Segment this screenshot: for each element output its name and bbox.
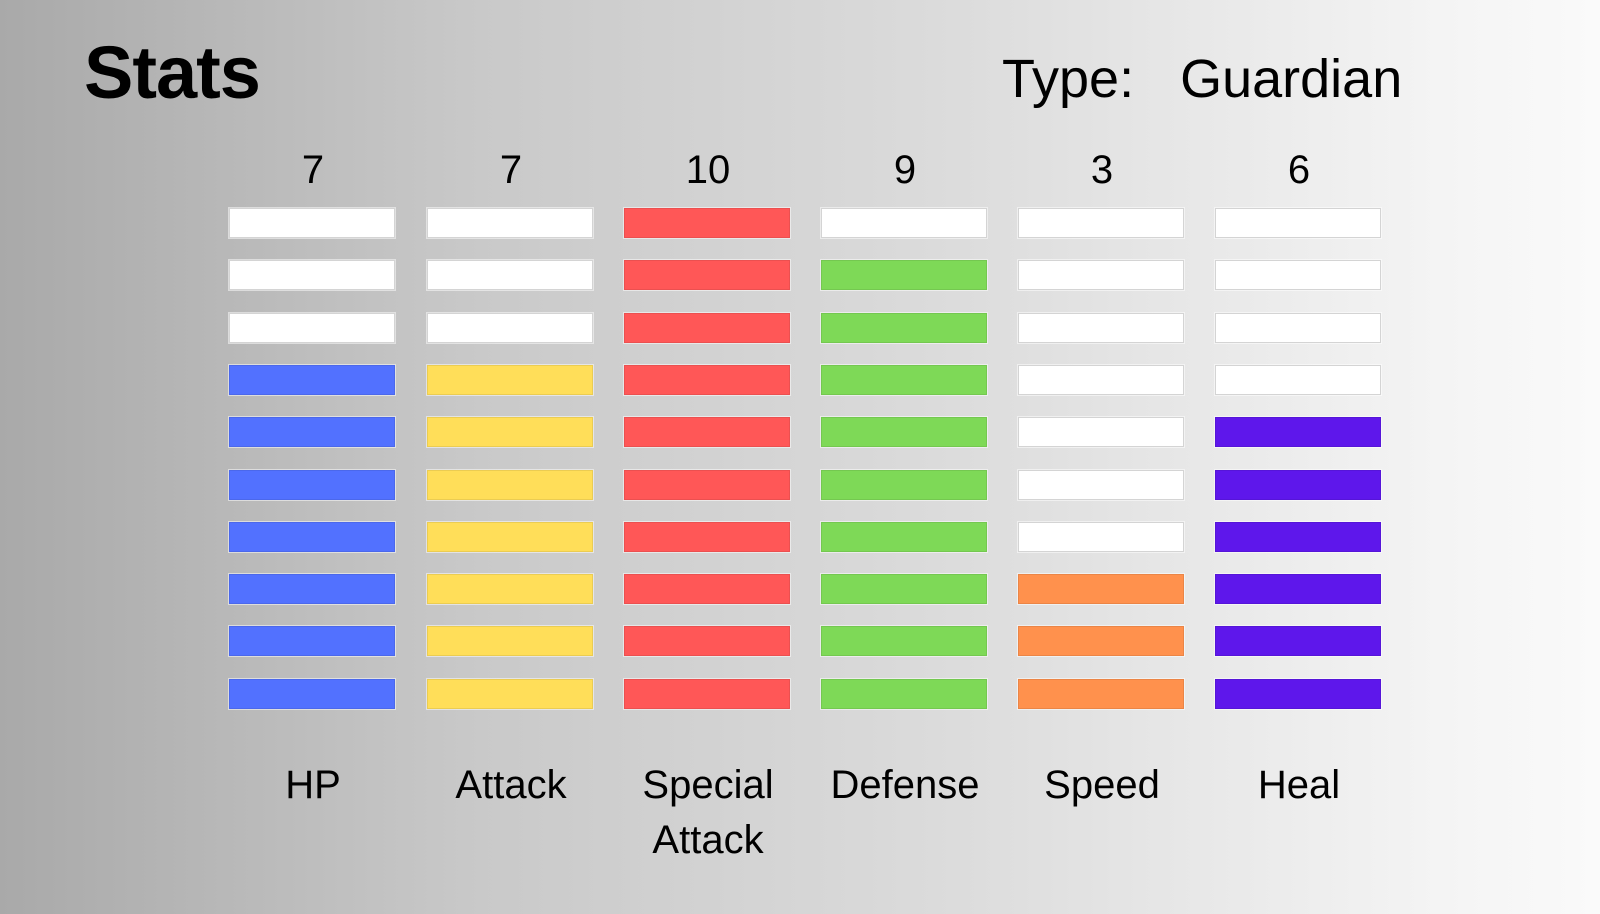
stat-bar-segment [427,208,593,238]
stat-bar-segment [821,312,987,343]
stat-bar-segment [229,574,395,605]
stat-bar-segment [624,469,790,500]
stat-bar-segment [1215,521,1381,552]
stat-bar-segment [821,574,987,605]
stat-label: Heal [1257,763,1341,807]
type-info: Type: Guardian [1002,52,1402,106]
stat-bar-segment [821,260,987,291]
stat-bar-segment [427,469,593,500]
stat-bar-segment [821,417,987,448]
stat-bar-segment [427,521,593,552]
stat-bar-segment [624,364,790,395]
stat-bar-segment [1018,574,1184,605]
stat-bar-segment [427,417,593,448]
stat-bar-segment [821,521,987,552]
stat-bar-segment [1018,678,1184,709]
stat-bar-segment [1215,678,1381,709]
stat-value: 6 [1287,148,1311,192]
stat-bar-segment [1018,312,1184,343]
stat-bar-segment [1215,626,1381,657]
stat-label: Speed [1044,763,1160,807]
stat-bar-segment [1215,208,1381,238]
stat-label: Defense [830,763,980,807]
stat-value: 3 [1090,148,1114,192]
stat-bar-segment [821,626,987,657]
stat-bar-segment [1018,260,1184,291]
stat-label: HP [285,763,341,807]
stat-bar-segment [821,208,987,238]
stat-bar-segment [229,312,395,343]
stat-bar-segment [1018,521,1184,552]
stat-bar-segment [229,208,395,238]
stat-bar-segment [427,364,593,395]
stat-bar-segment [427,626,593,657]
stat-bar-segment [624,521,790,552]
stat-bar-segment [1215,469,1381,500]
stat-bar-segment [1018,208,1184,238]
stat-bar-segment [1215,364,1381,395]
stat-bar-segment [1018,417,1184,448]
stat-label: Special Attack [642,763,774,862]
stat-bar-segment [229,417,395,448]
stat-value: 7 [301,148,325,192]
stat-bar-segment [1215,260,1381,291]
stat-bar-segment [1018,469,1184,500]
stat-bar-segment [229,678,395,709]
stat-bar-segment [624,626,790,657]
stat-value: 9 [893,148,917,192]
stat-bar-segment [427,260,593,291]
stat-bar-segment [624,678,790,709]
stat-bar-segment [229,469,395,500]
stat-bar-segment [821,364,987,395]
stat-bar-segment [624,574,790,605]
stat-bar-segment [427,574,593,605]
stat-value: 10 [685,148,731,192]
stat-label: Attack [455,763,567,807]
stat-bar-segment [821,678,987,709]
stat-bar-segment [229,521,395,552]
stat-bar-segment [229,260,395,291]
type-label: Type: [1002,49,1135,109]
stat-bar-segment [427,312,593,343]
stat-value: 7 [499,148,523,192]
stat-bar-segment [1018,364,1184,395]
stat-bar-segment [821,469,987,500]
stat-bar-segment [427,678,593,709]
stat-bar-segment [229,626,395,657]
stat-bar-segment [1018,626,1184,657]
stat-bar-segment [624,312,790,343]
stat-bar-segment [1215,417,1381,448]
type-value: Guardian [1180,49,1403,109]
stat-bar-segment [624,260,790,291]
page-title: Stats [84,31,261,114]
stat-bar-segment [1215,312,1381,343]
stat-bar-segment [624,417,790,448]
stat-bar-segment [624,208,790,238]
stat-bar-segment [229,364,395,395]
stat-bar-segment [1215,574,1381,605]
